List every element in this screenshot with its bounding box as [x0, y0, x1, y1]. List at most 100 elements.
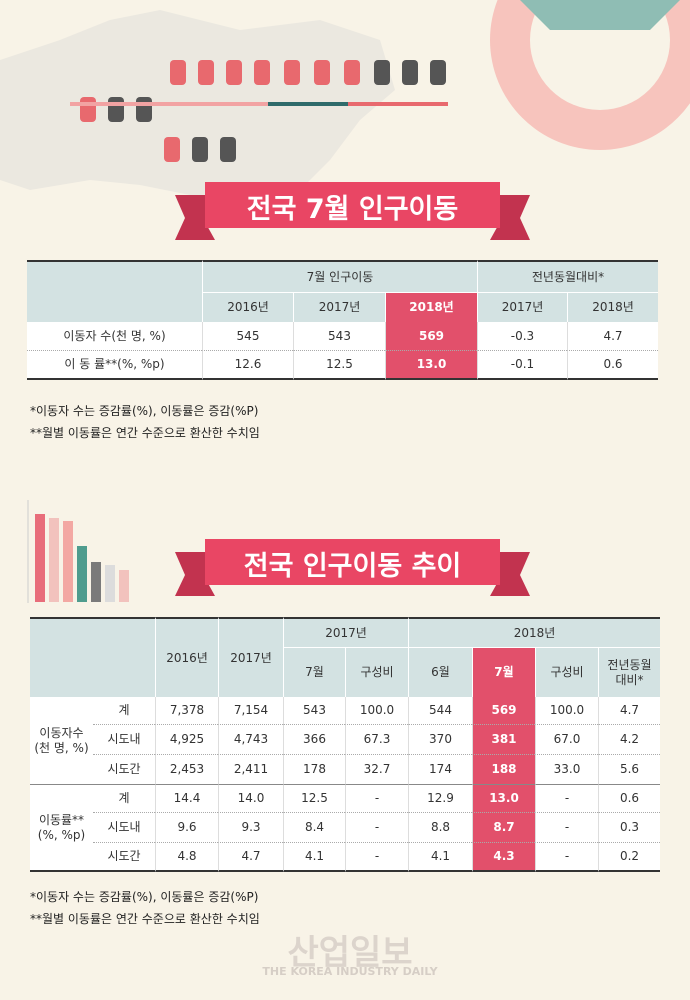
row-label: 시도내	[93, 813, 155, 843]
cell: 12.5	[283, 785, 345, 813]
column-header: 2016년	[155, 617, 218, 697]
cell: 178	[283, 755, 345, 785]
column-header: 구성비	[535, 647, 598, 697]
column-header: 구성비	[345, 647, 408, 697]
column-header: 2016년	[202, 292, 293, 322]
cell: 2,453	[155, 755, 218, 785]
watermark-sub: THE KOREA INDUSTRY DAILY	[262, 965, 438, 978]
banner-title: 전국 인구이동 추이	[243, 551, 462, 582]
cell: 4.8	[155, 843, 218, 872]
row-label: 시도간	[93, 755, 155, 785]
cell: 4.7	[598, 697, 660, 725]
header-cell	[27, 260, 202, 322]
group-header: 전년동월대비*	[477, 260, 658, 292]
cell: 33.0	[535, 755, 598, 785]
cell: 13.0	[472, 785, 535, 813]
cell: 7,154	[218, 697, 283, 725]
cell: 12.6	[202, 351, 293, 380]
cell: 543	[283, 697, 345, 725]
row-label: 계	[93, 697, 155, 725]
cell: 12.9	[408, 785, 472, 813]
cell: 188	[472, 755, 535, 785]
cell: 32.7	[345, 755, 408, 785]
cell: 100.0	[345, 697, 408, 725]
cell: 5.6	[598, 755, 660, 785]
cell: -	[535, 813, 598, 843]
column-header: 7월	[283, 647, 345, 697]
cell: 67.3	[345, 725, 408, 755]
cell: 12.5	[293, 351, 385, 380]
cell: 0.6	[567, 351, 658, 380]
column-header: 2017년	[293, 292, 385, 322]
cell: -0.1	[477, 351, 567, 380]
column-header: 6월	[408, 647, 472, 697]
cell: 543	[293, 322, 385, 351]
group-header: 7월 인구이동	[202, 260, 477, 292]
cell: 0.6	[598, 785, 660, 813]
cell: 8.7	[472, 813, 535, 843]
people-icons	[70, 60, 448, 162]
column-header: 2018년	[567, 292, 658, 322]
cell: 4.7	[218, 843, 283, 872]
cell: 569	[385, 322, 477, 351]
row-label: 시도내	[93, 725, 155, 755]
section-label: 이동률** (%, %p)	[30, 785, 93, 872]
ribbon	[175, 182, 530, 596]
row-label: 계	[93, 785, 155, 813]
cell: 100.0	[535, 697, 598, 725]
cell: 381	[472, 725, 535, 755]
column-header: 2017년	[477, 292, 567, 322]
cell: 4,925	[155, 725, 218, 755]
group-header: 2017년	[283, 617, 408, 647]
cell: 4.1	[408, 843, 472, 872]
cell: 4.2	[598, 725, 660, 755]
column-header: 2017년	[218, 617, 283, 697]
cell: 4.3	[472, 843, 535, 872]
cell: 9.3	[218, 813, 283, 843]
mini-bars	[27, 500, 129, 603]
cell: -	[345, 785, 408, 813]
donut-segment	[520, 0, 680, 30]
watermark: 산업일보	[287, 933, 413, 973]
banner-title: 전국 7월 인구이동	[246, 194, 459, 225]
cell: 8.8	[408, 813, 472, 843]
cell: 67.0	[535, 725, 598, 755]
cell: 370	[408, 725, 472, 755]
cell: 366	[283, 725, 345, 755]
cell: 174	[408, 755, 472, 785]
cell: -	[345, 813, 408, 843]
row-label: 이 동 률**(%, %p)	[27, 351, 202, 380]
column-header: 2018년	[385, 292, 477, 322]
cell: 4,743	[218, 725, 283, 755]
cell: 4.1	[283, 843, 345, 872]
cell: -	[535, 785, 598, 813]
header-cell	[30, 617, 155, 697]
cell: -0.3	[477, 322, 567, 351]
cell: 14.0	[218, 785, 283, 813]
section-label: 이동자수 (천 명, %)	[30, 697, 93, 785]
note: *이동자 수는 증감률(%), 이동률은 증감(%P)	[30, 404, 259, 418]
note: **월별 이동률은 연간 수준으로 환산한 수치임	[30, 426, 260, 440]
cell: -	[345, 843, 408, 872]
cell: 0.3	[598, 813, 660, 843]
cell: 545	[202, 322, 293, 351]
cell: 4.7	[567, 322, 658, 351]
row-label: 시도간	[93, 843, 155, 872]
group-header: 2018년	[408, 617, 660, 647]
note: **월별 이동률은 연간 수준으로 환산한 수치임	[30, 912, 260, 926]
cell: 8.4	[283, 813, 345, 843]
cell: 14.4	[155, 785, 218, 813]
cell: 9.6	[155, 813, 218, 843]
cell: 0.2	[598, 843, 660, 872]
cell: 2,411	[218, 755, 283, 785]
cell: -	[535, 843, 598, 872]
row-label: 이동자 수(천 명, %)	[27, 322, 202, 351]
cell: 544	[408, 697, 472, 725]
cell: 569	[472, 697, 535, 725]
cell: 13.0	[385, 351, 477, 380]
column-header: 7월	[472, 647, 535, 697]
cell: 7,378	[155, 697, 218, 725]
column-header: 전년동월대비*	[598, 647, 660, 697]
